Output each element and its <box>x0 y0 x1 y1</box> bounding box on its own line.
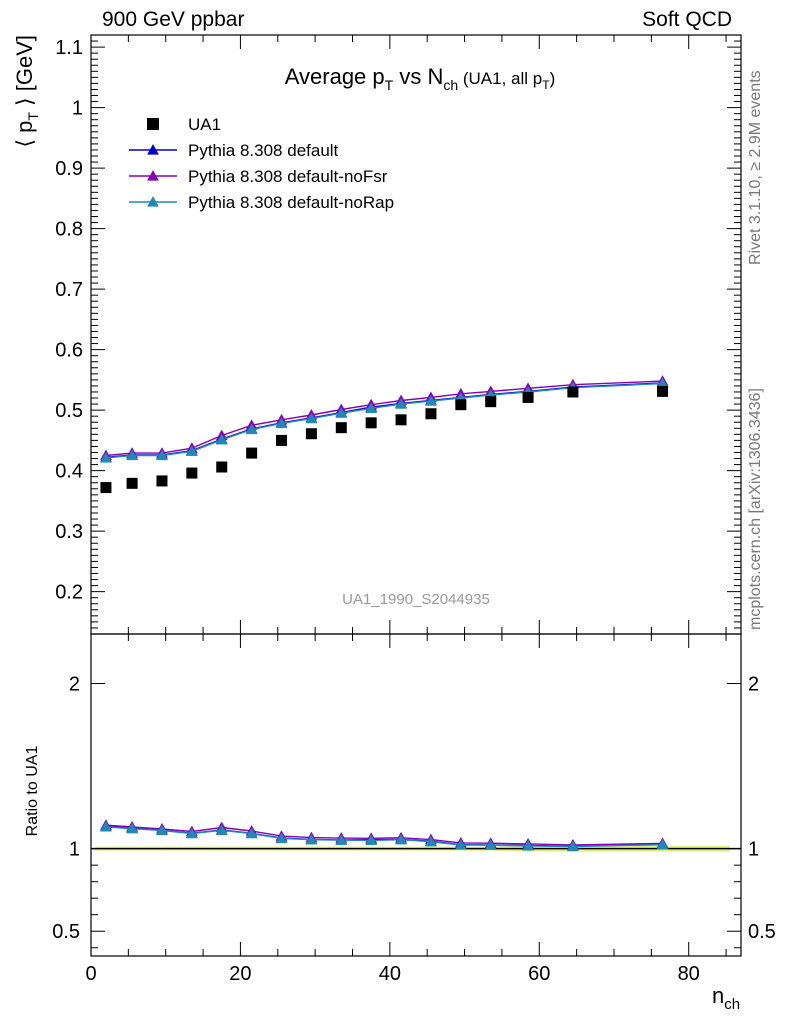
ratio-marker-2 <box>185 827 198 839</box>
y-tick-label: 0.9 <box>55 158 83 180</box>
series-marker-3 <box>215 433 228 445</box>
series-line-2 <box>105 380 663 457</box>
ratio-marker-2 <box>275 832 288 844</box>
series-marker-3 <box>245 423 258 435</box>
series-marker-3 <box>305 412 318 424</box>
data-point <box>100 482 112 494</box>
ratio-marker-2 <box>484 839 497 850</box>
series-marker-3 <box>335 407 348 418</box>
ratio-y-tick-label-right: 2 <box>748 674 759 696</box>
series-marker-3 <box>425 395 437 406</box>
y-tick-label: 0.8 <box>55 219 83 241</box>
x-tick-label: 0 <box>85 963 96 985</box>
ratio-marker-2 <box>522 839 534 851</box>
data-point <box>305 428 317 440</box>
ratio-marker-2 <box>126 822 139 834</box>
x-tick-label: 60 <box>528 963 550 985</box>
data-point <box>567 386 579 398</box>
header-right: Soft QCD <box>642 8 732 31</box>
data-point <box>126 477 138 489</box>
data-point <box>425 408 437 420</box>
ratio-y-tick-label-right: 1 <box>748 839 759 861</box>
y-axis-label: ⟨ pT ⟩ [GeV] <box>12 35 41 148</box>
y-tick-label: 0.6 <box>55 340 83 362</box>
ratio-marker-2 <box>305 833 318 845</box>
data-point <box>156 475 168 487</box>
legend-marker <box>147 195 159 207</box>
data-point <box>485 396 497 408</box>
y-tick-label: 0.3 <box>55 521 83 543</box>
series-marker-3 <box>126 449 139 461</box>
series-marker-3 <box>365 402 378 413</box>
analysis-label: UA1_1990_S2044935 <box>342 591 490 608</box>
chart-title: Average pT vs Nch (UA1, all pT) <box>285 64 556 93</box>
legend-label: Pythia 8.308 default-noFsr <box>188 167 388 186</box>
ratio-marker-2 <box>100 820 112 832</box>
y-tick-label: 0.7 <box>55 279 83 301</box>
ratio-marker-2 <box>566 840 579 852</box>
y-tick-label: 0.4 <box>55 461 83 483</box>
x-tick-label: 20 <box>229 963 251 985</box>
legend-label: Pythia 8.308 default <box>188 141 339 160</box>
data-point <box>216 461 228 473</box>
data-point <box>365 417 377 429</box>
data-point <box>455 399 467 411</box>
x-tick-label: 80 <box>678 963 700 985</box>
legend-label: Pythia 8.308 default-noRap <box>188 193 394 212</box>
data-point <box>186 467 198 479</box>
series-marker-3 <box>275 417 288 429</box>
data-point <box>246 447 258 459</box>
ratio-y-tick-label: 0.5 <box>52 921 80 943</box>
data-point <box>657 385 669 397</box>
ratio-y-tick-label-right: 0.5 <box>748 921 776 943</box>
ratio-y-tick-label: 2 <box>69 674 80 696</box>
series-marker-3 <box>395 398 407 409</box>
ratio-plot-frame <box>90 633 742 957</box>
data-point <box>335 422 347 434</box>
ratio-y-axis-label: Ratio to UA1 <box>24 746 41 837</box>
ratio-marker-2 <box>245 827 258 839</box>
header-left: 900 GeV ppbar <box>102 8 245 31</box>
legend-marker <box>147 169 159 181</box>
ratio-y-tick-label: 1 <box>69 839 80 861</box>
x-tick-label: 40 <box>379 963 401 985</box>
ratio-marker-2 <box>425 835 437 847</box>
data-point <box>276 434 288 446</box>
series-line-1 <box>105 382 663 458</box>
legend-label: UA1 <box>188 115 221 134</box>
ratio-marker-2 <box>156 824 168 836</box>
legend-marker <box>147 118 159 130</box>
series-marker-3 <box>100 451 112 463</box>
ratio-marker-2 <box>215 824 228 835</box>
ratio-marker-2 <box>454 839 467 850</box>
y-tick-label: 0.2 <box>55 582 83 604</box>
y-tick-label: 1 <box>72 98 83 120</box>
data-point <box>522 391 534 403</box>
data-point <box>395 414 407 426</box>
y-tick-label: 1.1 <box>55 37 83 59</box>
ratio-marker-2 <box>365 834 378 846</box>
x-axis-label: nch <box>712 983 740 1013</box>
ratio-marker-2 <box>656 838 669 850</box>
series-marker-3 <box>156 449 168 461</box>
ratio-marker-2 <box>335 834 348 845</box>
ratio-marker-2 <box>395 833 407 845</box>
y-tick-label: 0.5 <box>55 400 83 422</box>
legend-marker <box>147 143 159 155</box>
series-marker-3 <box>185 445 198 456</box>
